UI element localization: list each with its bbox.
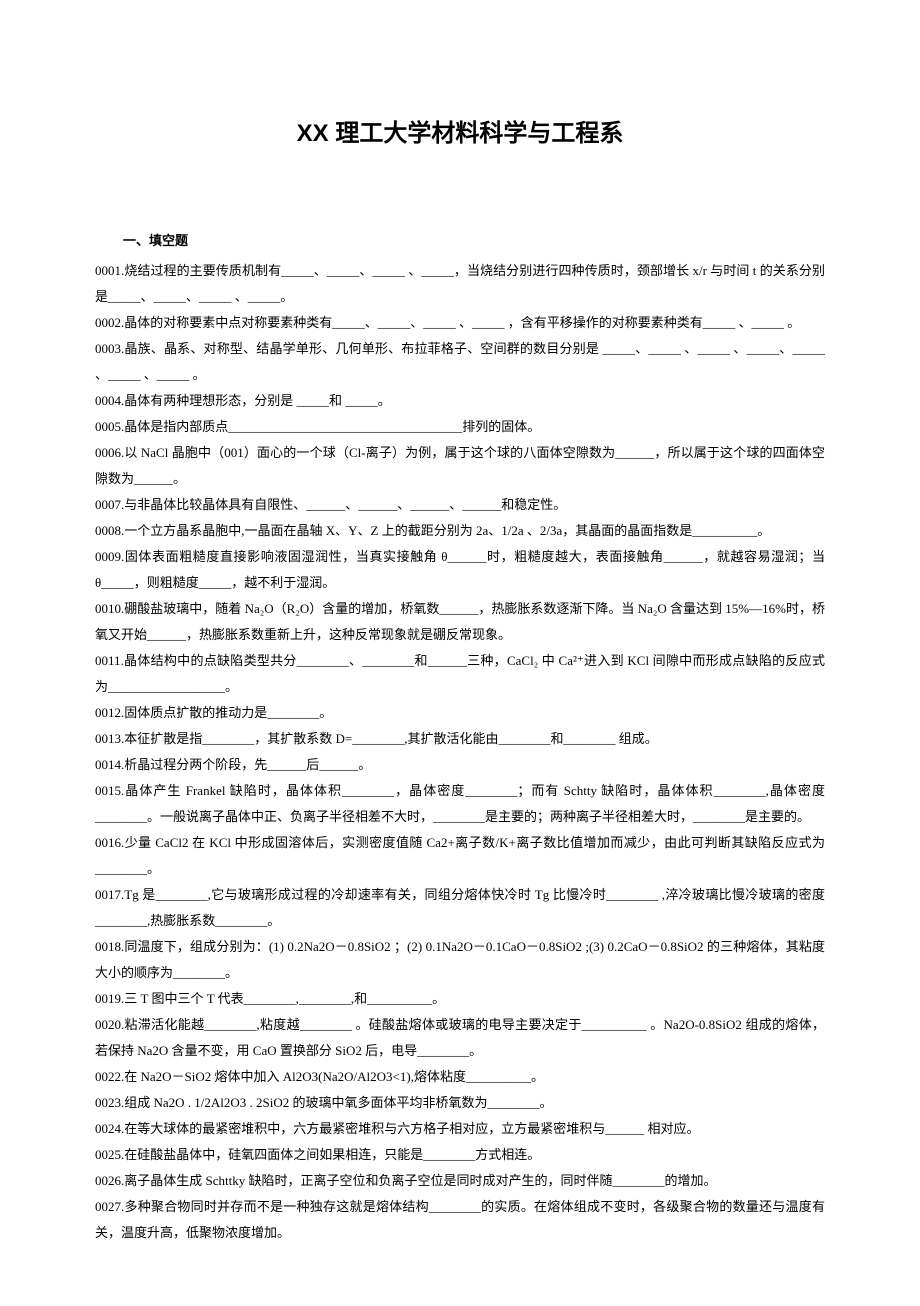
question-item: 0020.粘滞活化能越________,粘度越________ 。硅酸盐熔体或玻… (95, 1012, 825, 1064)
question-item: 0014.析晶过程分两个阶段，先______后______。 (95, 752, 825, 778)
question-item: 0015.晶体产生 Frankel 缺陷时，晶体体积________，晶体密度_… (95, 778, 825, 830)
question-item: 0019.三 T 图中三个 T 代表________,________,和___… (95, 986, 825, 1012)
question-item: 0027.多种聚合物同时并存而不是一种独存这就是熔体结构________的实质。… (95, 1194, 825, 1246)
question-item: 0003.晶族、晶系、对称型、结晶学单形、几何单形、布拉菲格子、空间群的数目分别… (95, 336, 825, 388)
question-item: 0023.组成 Na2O . 1/2Al2O3 . 2SiO2 的玻璃中氧多面体… (95, 1090, 825, 1116)
question-item: 0025.在硅酸盐晶体中，硅氧四面体之间如果相连，只能是________方式相连… (95, 1142, 825, 1168)
section-heading: 一、填空题 (95, 228, 825, 254)
question-item: 0013.本征扩散是指________，其扩散系数 D=________,其扩散… (95, 726, 825, 752)
question-item: 0017.Tg 是________,它与玻璃形成过程的冷却速率有关，同组分熔体快… (95, 882, 825, 934)
question-item: 0005.晶体是指内部质点___________________________… (95, 414, 825, 440)
questions-container: 0001.烧结过程的主要传质机制有_____、_____、_____ 、____… (95, 258, 825, 1246)
question-item: 0011.晶体结构中的点缺陷类型共分________、________和____… (95, 648, 825, 700)
question-item: 0009.固体表面粗糙度直接影响液固湿润性，当真实接触角 θ______时，粗糙… (95, 544, 825, 596)
question-item: 0010.硼酸盐玻璃中，随着 Na₂O（R₂O）含量的增加，桥氧数______，… (95, 596, 825, 648)
page-title: XX 理工大学材料科学与工程系 (95, 110, 825, 158)
question-item: 0007.与非晶体比较晶体具有自限性、______、______、______、… (95, 492, 825, 518)
question-item: 0016.少量 CaCl2 在 KCl 中形成固溶体后，实测密度值随 Ca2+离… (95, 830, 825, 882)
question-item: 0001.烧结过程的主要传质机制有_____、_____、_____ 、____… (95, 258, 825, 310)
question-item: 0024.在等大球体的最紧密堆积中，六方最紧密堆积与六方格子相对应，立方最紧密堆… (95, 1116, 825, 1142)
question-item: 0006.以 NaCl 晶胞中（001）面心的一个球（Cl-离子）为例，属于这个… (95, 440, 825, 492)
question-item: 0026.离子晶体生成 Schttky 缺陷时，正离子空位和负离子空位是同时成对… (95, 1168, 825, 1194)
question-item: 0018.同温度下，组成分别为：(1) 0.2Na2O－0.8SiO2 ；(2)… (95, 934, 825, 986)
question-item: 0004.晶体有两种理想形态，分别是 _____和 _____。 (95, 388, 825, 414)
question-item: 0002.晶体的对称要素中点对称要素种类有_____、_____、_____ 、… (95, 310, 825, 336)
question-item: 0008.一个立方晶系晶胞中,一晶面在晶轴 X、Y、Z 上的截距分别为 2a、1… (95, 518, 825, 544)
question-item: 0012.固体质点扩散的推动力是________。 (95, 700, 825, 726)
question-item: 0022.在 Na2O－SiO2 熔体中加入 Al2O3(Na2O/Al2O3<… (95, 1064, 825, 1090)
